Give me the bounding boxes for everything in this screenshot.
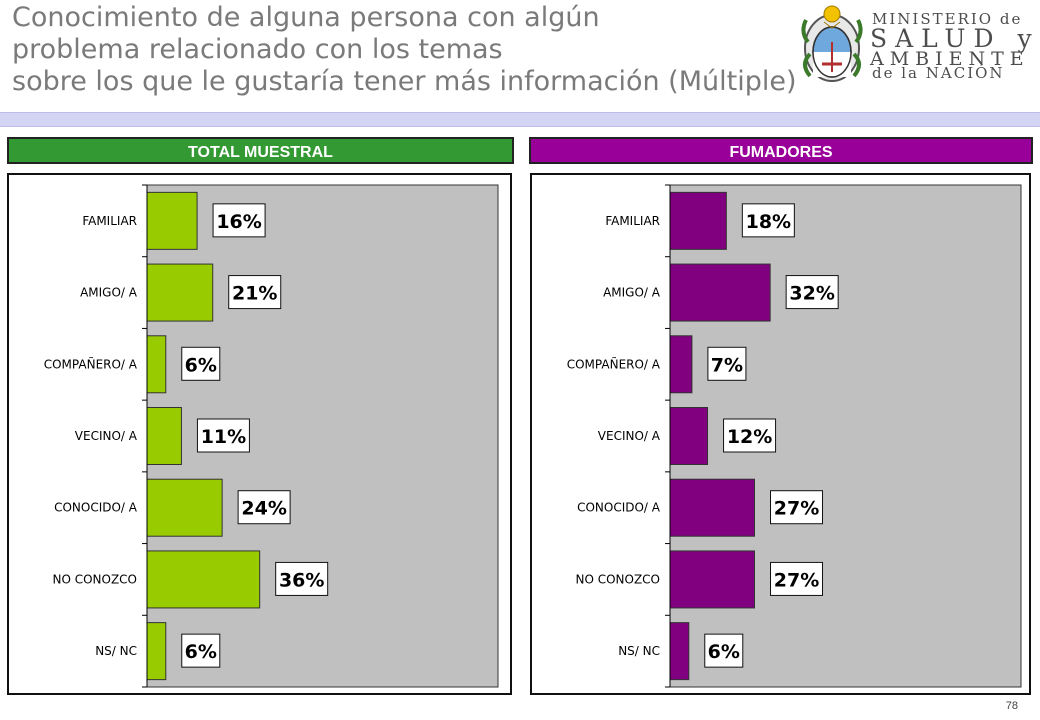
category-label: COMPAÑERO/ A — [567, 356, 661, 371]
slide-title: Conocimiento de alguna persona con algún… — [12, 2, 992, 97]
panel-header-fumadores: FUMADORES — [529, 137, 1033, 164]
data-label-box — [181, 633, 221, 668]
category-label: VECINO/ A — [75, 429, 138, 443]
data-label-box — [770, 490, 824, 525]
data-label: 6% — [185, 354, 217, 376]
bar — [146, 191, 198, 250]
title-line-2: problema relacionado con los temas — [12, 34, 503, 65]
bar — [669, 622, 690, 681]
bar — [669, 335, 693, 394]
chart-panel-total-muestral: FAMILIAR 16% AMIGO/ A 21% COMPAÑERO/ A 6% VECI… — [7, 173, 512, 695]
logo-line-1: MINISTERIO de — [872, 10, 1023, 28]
bar-chart-fumadores: FAMILIAR 18% AMIGO/ A 32% COMPAÑERO/ A 7% VECI… — [567, 184, 1022, 688]
bar — [146, 407, 182, 465]
category-label: CONOCIDO/ A — [577, 501, 661, 515]
data-label: 16% — [216, 211, 261, 233]
data-label: 32% — [789, 283, 834, 305]
bar — [669, 407, 709, 465]
data-label-box — [196, 418, 250, 453]
data-label-box — [275, 561, 329, 596]
title-underline-bar — [0, 112, 1040, 127]
chart-panel-fumadores: FAMILIAR 18% AMIGO/ A 32% COMPAÑERO/ A 7% VECI… — [530, 173, 1031, 695]
data-label: 6% — [708, 641, 740, 663]
data-label-box — [181, 346, 221, 381]
bar-chart-total-muestral: FAMILIAR 16% AMIGO/ A 21% COMPAÑERO/ A 6% VECI… — [44, 184, 499, 688]
title-line-1: Conocimiento de alguna persona con algún — [12, 2, 600, 33]
bar — [146, 335, 167, 394]
title-line-3-wrap: sobre los que le gustaría tener más info… — [12, 66, 797, 97]
category-label: FAMILIAR — [82, 214, 137, 228]
category-label: AMIGO/ A — [603, 286, 661, 300]
data-label: 27% — [774, 569, 819, 591]
data-label-box — [212, 203, 266, 238]
logo-line-4: de la NACIÓN — [872, 64, 1005, 82]
category-label: NS/ NC — [618, 644, 660, 658]
data-label-box — [237, 490, 291, 525]
category-label: NO CONOZCO — [52, 572, 137, 586]
data-label: 11% — [201, 426, 246, 448]
category-label: NS/ NC — [95, 644, 137, 658]
category-label: VECINO/ A — [598, 429, 661, 443]
bar — [146, 622, 167, 681]
logo-line-2: SALUD y — [870, 24, 1040, 53]
data-label-box — [741, 203, 795, 238]
category-label: NO CONOZCO — [575, 572, 660, 586]
data-label: 36% — [279, 569, 324, 591]
page-number: 78 — [1005, 700, 1018, 712]
data-label: 12% — [727, 426, 772, 448]
data-label: 7% — [711, 354, 743, 376]
coat-of-arms-icon — [801, 5, 863, 82]
data-label-box — [723, 418, 777, 453]
data-label-box — [785, 275, 839, 310]
data-label-box — [707, 346, 747, 381]
bar — [669, 263, 771, 322]
data-label-box — [770, 561, 824, 596]
category-label: AMIGO/ A — [80, 286, 138, 300]
data-label: 18% — [746, 211, 791, 233]
data-label-box — [704, 633, 744, 668]
category-label: FAMILIAR — [605, 214, 660, 228]
data-label: 27% — [774, 498, 819, 520]
data-label: 24% — [241, 498, 286, 520]
bar — [146, 550, 261, 609]
plot-area — [669, 184, 1022, 688]
data-label: 6% — [185, 641, 217, 663]
category-label: COMPAÑERO/ A — [44, 356, 138, 371]
ministry-logo: MINISTERIO de SALUD y AMBIENTE de la NAC… — [796, 2, 1036, 88]
bar — [669, 550, 756, 609]
data-label: 21% — [232, 283, 277, 305]
bar — [146, 478, 223, 537]
logo-line-3: AMBIENTE — [870, 48, 1030, 70]
panel-header-total-muestral: TOTAL MUESTRAL — [7, 137, 514, 164]
category-label: CONOCIDO/ A — [54, 501, 138, 515]
title-line-3: sobre los que le gustaría tener más info… — [12, 66, 797, 97]
bar — [669, 478, 756, 537]
bar — [146, 263, 214, 322]
data-label-box — [228, 275, 282, 310]
bar — [669, 191, 727, 250]
